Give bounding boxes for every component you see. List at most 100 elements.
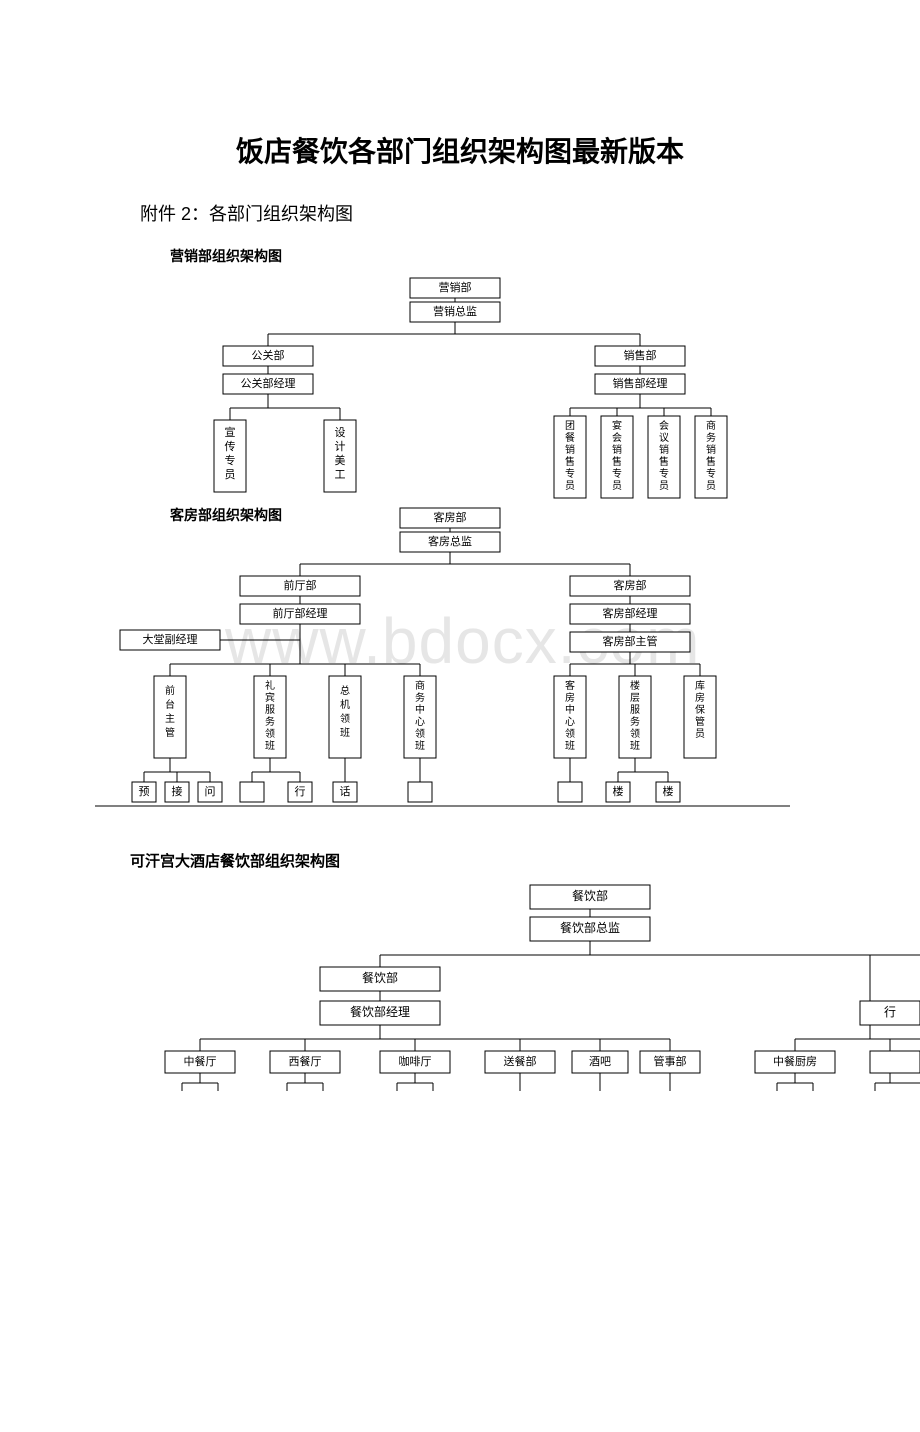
svg-text:班: 班 <box>565 740 575 752</box>
svg-text:销: 销 <box>706 443 716 456</box>
svg-text:服: 服 <box>265 704 275 716</box>
svg-text:中: 中 <box>565 703 575 716</box>
svg-text:保: 保 <box>695 703 705 716</box>
svg-text:会: 会 <box>612 431 622 444</box>
svg-text:团: 团 <box>565 420 575 432</box>
c1-left-dept: 公关部 <box>252 348 285 362</box>
svg-text:层: 层 <box>630 692 640 704</box>
svg-text:中: 中 <box>415 703 425 716</box>
svg-text:问: 问 <box>205 785 216 798</box>
svg-text:领: 领 <box>415 727 425 740</box>
svg-text:礼: 礼 <box>265 679 275 692</box>
main-title: 饭店餐饮各部门组织架构图最新版本 <box>0 130 920 170</box>
svg-text:餐饮部经理: 餐饮部经理 <box>350 1004 410 1019</box>
svg-text:美: 美 <box>335 454 346 467</box>
svg-text:心: 心 <box>415 716 425 728</box>
svg-text:服: 服 <box>630 704 640 716</box>
svg-text:专: 专 <box>612 467 622 480</box>
svg-text:餐: 餐 <box>565 431 575 444</box>
subtitle: 附件 2：各部门组织架构图 <box>140 200 920 226</box>
svg-text:售: 售 <box>565 455 575 468</box>
svg-text:会: 会 <box>659 419 669 432</box>
chart2-title: 客房部组织架构图 <box>169 507 282 523</box>
svg-text:酒吧: 酒吧 <box>589 1055 611 1068</box>
svg-text:楼: 楼 <box>663 784 674 798</box>
svg-text:传: 传 <box>225 440 236 453</box>
svg-text:班: 班 <box>340 727 350 739</box>
svg-text:管事部: 管事部 <box>654 1054 687 1068</box>
svg-text:楼: 楼 <box>630 679 640 692</box>
c1-director: 营销总监 <box>433 304 477 318</box>
svg-text:宣: 宣 <box>225 425 236 439</box>
svg-text:议: 议 <box>659 432 669 444</box>
svg-text:预: 预 <box>139 785 150 798</box>
svg-text:务: 务 <box>415 691 425 704</box>
svg-text:工: 工 <box>335 469 346 481</box>
svg-text:商: 商 <box>415 679 425 692</box>
svg-text:员: 员 <box>695 728 705 740</box>
svg-text:台: 台 <box>165 698 175 711</box>
svg-text:客房部: 客房部 <box>614 578 647 592</box>
svg-text:心: 心 <box>565 716 575 728</box>
svg-text:客: 客 <box>565 679 575 692</box>
svg-text:员: 员 <box>659 480 669 492</box>
svg-text:班: 班 <box>630 740 640 752</box>
svg-text:专: 专 <box>225 453 236 467</box>
svg-text:送餐部: 送餐部 <box>504 1054 537 1068</box>
document-page: 饭店餐饮各部门组织架构图最新版本 附件 2：各部门组织架构图 营销部组织架构图 … <box>0 0 920 1432</box>
chart1-svg: 营销部 营销总监 公关部 公关部经理 宣 传 专 员 设 计 美 工 销售部 销… <box>0 274 920 504</box>
svg-text:务: 务 <box>706 431 716 444</box>
c1-right-leaves <box>554 416 727 498</box>
chart3-svg: 餐饮部 餐饮部总监 餐饮部 餐饮部经理 行 中餐厅 西餐厅 咖啡 <box>0 881 920 1101</box>
c1-right-mgr: 销售部经理 <box>613 376 668 390</box>
svg-text:客房部经理: 客房部经理 <box>603 606 658 620</box>
svg-text:餐饮部: 餐饮部 <box>362 970 398 985</box>
svg-text:销: 销 <box>612 443 622 456</box>
svg-text:行: 行 <box>295 785 306 798</box>
svg-text:管: 管 <box>695 715 705 728</box>
svg-text:务: 务 <box>630 715 640 728</box>
svg-text:宴: 宴 <box>612 419 622 432</box>
svg-text:员: 员 <box>565 480 575 492</box>
svg-text:前厅部经理: 前厅部经理 <box>273 606 328 620</box>
svg-text:接: 接 <box>172 785 183 798</box>
svg-text:宾: 宾 <box>265 691 275 704</box>
c1-root: 营销部 <box>439 280 472 294</box>
svg-text:销: 销 <box>659 443 669 456</box>
svg-text:餐饮部: 餐饮部 <box>572 888 608 903</box>
svg-text:前: 前 <box>165 684 175 697</box>
svg-text:餐饮部总监: 餐饮部总监 <box>560 920 620 935</box>
svg-text:专: 专 <box>659 467 669 480</box>
svg-text:客房总监: 客房总监 <box>428 534 472 548</box>
svg-text:中餐厨房: 中餐厨房 <box>773 1054 817 1068</box>
svg-text:员: 员 <box>612 480 622 492</box>
svg-text:销: 销 <box>565 443 575 456</box>
c1-right-dept: 销售部 <box>624 348 657 362</box>
svg-text:班: 班 <box>415 740 425 752</box>
svg-text:客房部: 客房部 <box>434 510 467 524</box>
svg-text:话: 话 <box>340 785 351 798</box>
svg-text:售: 售 <box>659 455 669 468</box>
svg-text:楼: 楼 <box>613 784 624 798</box>
chart2-svg: 客房部组织架构图 客房部 客房总监 前厅部 前厅部经理 大堂副经理 <box>0 504 920 824</box>
svg-text:专: 专 <box>565 467 575 480</box>
svg-text:管: 管 <box>165 726 175 739</box>
chart1-title: 营销部组织架构图 <box>170 246 920 266</box>
svg-text:大堂副经理: 大堂副经理 <box>143 632 198 646</box>
svg-text:领: 领 <box>340 712 350 725</box>
svg-text:计: 计 <box>335 440 346 453</box>
svg-text:班: 班 <box>265 740 275 752</box>
svg-text:中餐厅: 中餐厅 <box>184 1054 217 1068</box>
svg-text:员: 员 <box>706 480 716 492</box>
svg-text:售: 售 <box>706 455 716 468</box>
svg-text:设: 设 <box>335 426 346 439</box>
svg-text:员: 员 <box>225 468 236 481</box>
svg-text:西餐厅: 西餐厅 <box>289 1054 322 1068</box>
svg-text:领: 领 <box>565 727 575 740</box>
svg-text:售: 售 <box>612 455 622 468</box>
svg-text:领: 领 <box>630 727 640 740</box>
svg-text:机: 机 <box>340 698 350 711</box>
svg-text:总: 总 <box>340 684 350 697</box>
svg-text:主: 主 <box>165 713 175 725</box>
svg-text:房: 房 <box>695 691 705 704</box>
